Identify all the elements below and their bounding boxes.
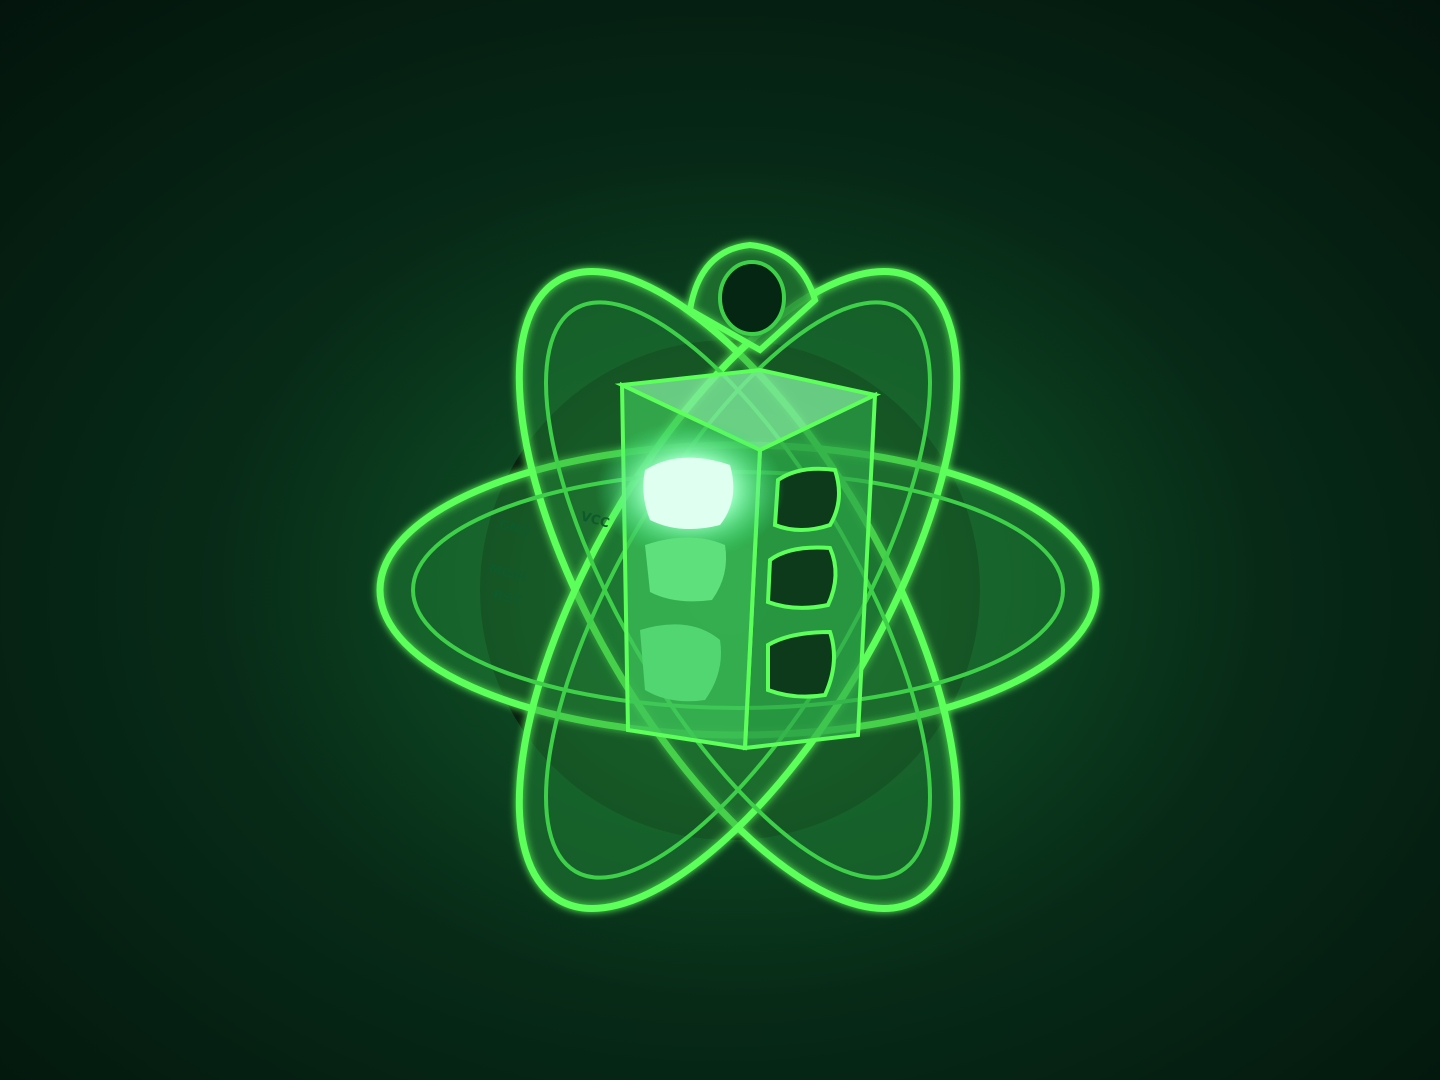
lamp-middle — [645, 537, 727, 602]
lamp-bottom — [640, 624, 721, 702]
pcb-label: RST — [491, 587, 522, 609]
side-windows — [765, 466, 841, 699]
window — [766, 629, 836, 699]
hanger-hole — [718, 260, 786, 336]
window — [765, 545, 838, 610]
lamp-lit — [643, 457, 734, 529]
window — [772, 466, 841, 532]
traffic-light — [595, 367, 882, 751]
